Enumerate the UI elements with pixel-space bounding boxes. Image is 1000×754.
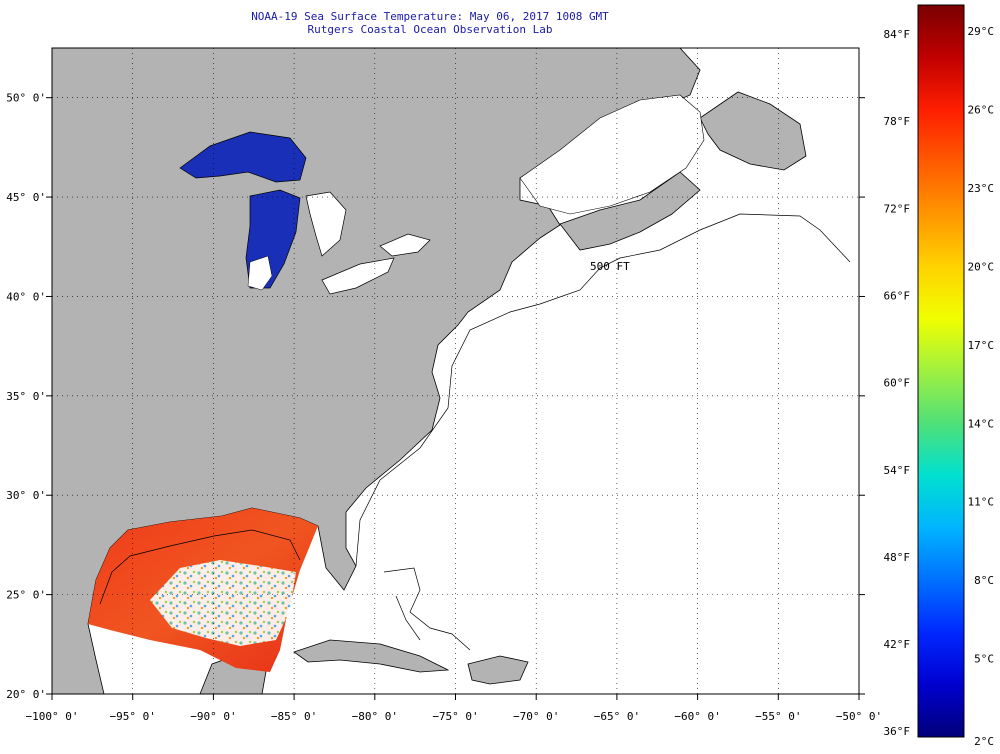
colorbar-celsius-label: 23°C — [968, 182, 995, 195]
axis-ticks — [46, 97, 865, 700]
colorbar-fahrenheit-label: 72°F — [884, 202, 911, 215]
map-title: NOAA-19 Sea Surface Temperature: May 06,… — [251, 10, 609, 23]
colorbar-fahrenheit-labels: 84°F 78°F 72°F 66°F 60°F 54°F 48°F 42°F 36°F — [884, 28, 911, 738]
lon-tick-label: −65° 0' — [594, 710, 640, 723]
lat-tick-label: 35° 0' — [6, 390, 46, 403]
colorbar — [918, 5, 964, 737]
gulf-coast-contour — [99, 529, 301, 605]
gulf-st-lawrence — [519, 94, 705, 215]
lon-tick-label: −55° 0' — [755, 710, 801, 723]
lake-ontario — [379, 233, 431, 257]
colorbar-fahrenheit-label: 84°F — [884, 28, 911, 41]
cloud-speckle-region — [150, 560, 296, 646]
colorbar-fahrenheit-label: 78°F — [884, 115, 911, 128]
colorbar-celsius-label: 14°C — [968, 417, 995, 430]
lat-tick-label: 50° 0' — [6, 92, 46, 105]
lon-tick-label: −80° 0' — [352, 710, 398, 723]
latitude-labels: 20° 0' 25° 0' 30° 0' 35° 0' 40° 0' 45° 0' 50° … — [6, 92, 46, 701]
colorbar-celsius-labels: 29°C 26°C 23°C 20°C 17°C 14°C 11°C 8°C 5°C 2°C — [968, 25, 995, 748]
lat-tick-label: 20° 0' — [6, 688, 46, 701]
colorbar-fahrenheit-label: 66°F — [884, 289, 911, 302]
lon-tick-label: −90° 0' — [190, 710, 236, 723]
colorbar-celsius-label: 26°C — [968, 104, 995, 117]
lake-superior — [179, 131, 307, 183]
colorbar-celsius-label: 5°C — [974, 653, 994, 666]
lake-michigan-white-patch — [247, 255, 273, 291]
colorbar-fahrenheit-label: 60°F — [884, 377, 911, 390]
lon-tick-label: −75° 0' — [432, 710, 478, 723]
lon-tick-label: −70° 0' — [513, 710, 559, 723]
lon-tick-label: −50° 0' — [836, 710, 882, 723]
bahamas-outline — [383, 567, 471, 651]
colorbar-celsius-label: 29°C — [968, 25, 995, 38]
lon-tick-label: −60° 0' — [674, 710, 720, 723]
colorbar-fahrenheit-label: 36°F — [884, 725, 911, 738]
lon-tick-label: −100° 0' — [26, 710, 79, 723]
colorbar-frame — [917, 4, 965, 738]
colorbar-fahrenheit-label: 42°F — [884, 638, 911, 651]
maritimes-land — [559, 171, 701, 251]
lon-tick-label: −85° 0' — [271, 710, 317, 723]
colorbar-celsius-label: 20°C — [968, 260, 995, 273]
lake-huron — [305, 191, 347, 257]
colorbar-gradient — [918, 5, 964, 737]
colorbar-fahrenheit-label: 48°F — [884, 551, 911, 564]
colorbar-celsius-label: 11°C — [968, 496, 995, 509]
lake-erie — [321, 257, 395, 295]
lat-tick-label: 25° 0' — [6, 589, 46, 602]
hispaniola-land — [467, 655, 529, 685]
lat-tick-label: 40° 0' — [6, 290, 46, 303]
colorbar-celsius-label: 8°C — [974, 574, 994, 587]
cuba-land — [293, 639, 450, 673]
lat-tick-label: 45° 0' — [6, 191, 46, 204]
longitude-labels: −100° 0' −95° 0' −90° 0' −85° 0' −80° 0' −75°… — [26, 710, 883, 723]
lon-tick-label: −95° 0' — [110, 710, 156, 723]
colorbar-celsius-label: 17°C — [968, 339, 995, 352]
shelf-contour-500ft — [355, 213, 851, 567]
map-subtitle: Rutgers Coastal Ocean Observation Lab — [307, 23, 553, 36]
colorbar-celsius-label: 2°C — [974, 735, 994, 748]
colorbar-fahrenheit-label: 54°F — [884, 464, 911, 477]
lat-tick-label: 30° 0' — [6, 489, 46, 502]
contour-label: 500 FT — [590, 260, 630, 273]
newfoundland-land — [699, 91, 807, 171]
